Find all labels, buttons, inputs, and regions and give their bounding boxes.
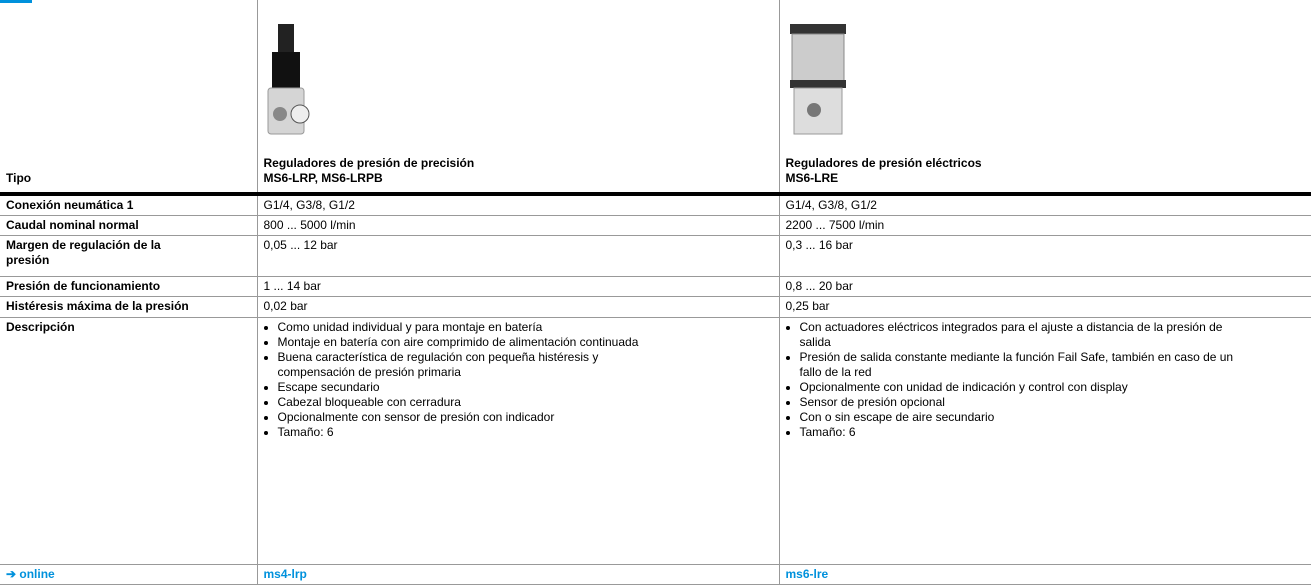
row-label: Caudal nominal normal: [0, 215, 258, 236]
row: Margen de regulación de la presión 0,05 .…: [0, 235, 1311, 277]
cell: 800 ... 5000 l/min: [256, 215, 780, 236]
row: Conexión neumática 1 G1/4, G3/8, G1/2 G1/4…: [0, 193, 1311, 216]
bullet-item: Con o sin escape de aire secundario: [800, 410, 1246, 425]
bullet-item: Escape secundario: [278, 380, 653, 395]
bullet-item: Sensor de presión opcional: [800, 395, 1246, 410]
bullet-item: Tamaño: 6: [278, 425, 653, 440]
row: Caudal nominal normal 800 ... 5000 l/min 2…: [0, 215, 1311, 236]
bullet-item: Tamaño: 6: [800, 425, 1246, 440]
header-row: Tipo Reguladores de presión de precisión…: [0, 0, 1311, 196]
cell: ms4-lrp: [256, 564, 780, 585]
row-label: Histéresis máxima de la presión: [0, 296, 258, 318]
row: Histéresis máxima de la presión 0,02 bar 0…: [0, 296, 1311, 318]
product-link[interactable]: ms6-lre: [785, 567, 829, 581]
cell: Con actuadores eléctricos integrados par…: [778, 317, 1311, 565]
row-label: Presión de funcionamiento: [0, 276, 258, 297]
tipo: Tipo: [0, 0, 258, 196]
bullet-item: Con actuadores eléctricos integrados par…: [800, 320, 1246, 350]
product-image: [789, 24, 846, 135]
cell: 0,05 ... 12 bar: [256, 235, 780, 277]
row-label: Conexión neumática 1: [0, 193, 258, 216]
cell: ms6-lre: [778, 564, 1311, 585]
cell: G1/4, G3/8, G1/2: [256, 193, 780, 216]
bullet-item: Opcionalmente con unidad de indicación y…: [800, 380, 1246, 395]
product-title: Reguladores de presión eléctricos: [785, 156, 982, 170]
cell: 1 ... 14 bar: [256, 276, 780, 297]
cell: 0,25 bar: [778, 296, 1311, 318]
cell: 0,8 ... 20 bar: [778, 276, 1311, 297]
product-image: [267, 24, 309, 135]
cell: 0,3 ... 16 bar: [778, 235, 1311, 277]
row: Presión de funcionamiento 1 ... 14 bar 0,8…: [0, 276, 1311, 297]
product-header: Reguladores de presión de precisión MS6-…: [256, 0, 780, 196]
bullet-item: Opcionalmente con sensor de presión con …: [278, 410, 653, 425]
cell: G1/4, G3/8, G1/2: [778, 193, 1311, 216]
cell: 0,02 bar: [256, 296, 780, 318]
product-link[interactable]: ms4-lrp: [263, 567, 307, 581]
product-header: Reguladores de presión eléctricos MS6-LR…: [778, 0, 1311, 196]
product-model: MS6-LRE: [785, 171, 839, 185]
cell: 2200 ... 7500 l/min: [778, 215, 1311, 236]
bullet-list: Como unidad individual y para montaje en…: [264, 320, 773, 440]
bullet-item: Montaje en batería con aire comprimido d…: [278, 335, 653, 350]
bullet-item: Presión de salida constante mediante la …: [800, 350, 1246, 380]
bullet-item: Cabezal bloqueable con cerradura: [278, 395, 653, 410]
bullet-item: Como unidad individual y para montaje en…: [278, 320, 653, 335]
online-label: ➔ online: [0, 564, 258, 585]
bullet-list: Con actuadores eléctricos integrados par…: [786, 320, 1306, 440]
row-label: Descripción: [0, 317, 258, 565]
row-label: Margen de regulación de la presión: [0, 235, 258, 277]
footer-row: ➔ online ms4-lrp ms6-lre: [0, 564, 1311, 585]
cell: Como unidad individual y para montaje en…: [256, 317, 780, 565]
product-model: MS6-LRP, MS6-LRPB: [263, 171, 383, 185]
description-row: Descripción Como unidad individual y par…: [0, 317, 1311, 565]
product-title: Reguladores de presión de precisión: [263, 156, 475, 170]
bullet-item: Buena característica de regulación con p…: [278, 350, 653, 380]
